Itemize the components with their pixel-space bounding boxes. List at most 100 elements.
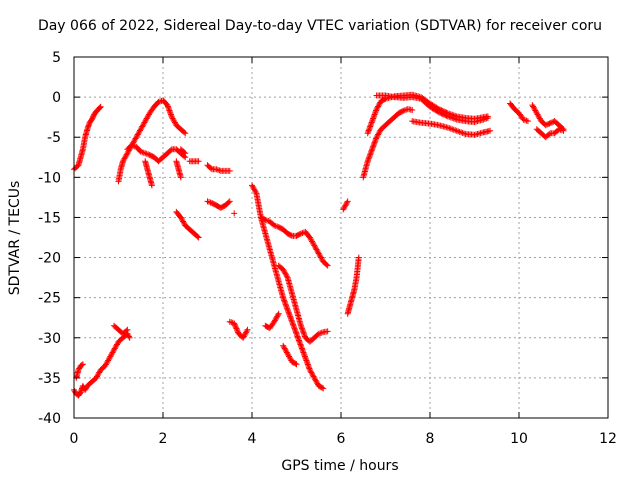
y-tick-label: -40 (38, 411, 61, 427)
data-point-marker (444, 113, 451, 120)
data-point-marker (144, 114, 151, 121)
data-point-marker (251, 187, 258, 194)
series-arc-18 (262, 310, 282, 332)
data-point-marker (307, 368, 314, 375)
data-point-marker (214, 166, 221, 173)
data-point-marker (181, 129, 188, 136)
data-point-marker (148, 182, 155, 189)
data-point-marker (283, 349, 290, 356)
data-point-marker (284, 350, 291, 357)
data-point-marker (452, 127, 459, 134)
data-point-marker (131, 138, 138, 145)
data-point-marker (342, 202, 349, 209)
data-point-marker (225, 199, 232, 206)
data-point-marker (128, 142, 135, 149)
y-tick-label: -35 (38, 371, 61, 387)
data-point-marker (240, 333, 247, 340)
data-point-marker (442, 112, 449, 119)
data-point-marker (226, 167, 233, 174)
data-point-marker (94, 372, 101, 379)
data-point-marker (240, 334, 247, 341)
data-point-marker (232, 322, 239, 329)
data-point-marker (340, 205, 347, 212)
data-point-marker (133, 134, 140, 141)
data-point-marker (113, 342, 120, 349)
data-point-marker (309, 372, 316, 379)
data-point-marker (103, 360, 110, 367)
data-point-marker (283, 348, 290, 355)
data-point-marker (461, 130, 468, 137)
series-arc-10 (173, 208, 202, 241)
data-point-marker (280, 266, 287, 273)
data-point-marker (233, 325, 240, 332)
series-arc-26 (409, 118, 494, 138)
data-point-marker (543, 121, 550, 128)
data-point-marker (531, 106, 538, 113)
series-arc-3 (73, 361, 86, 381)
data-point-marker (317, 330, 324, 337)
series-arc-22 (344, 254, 362, 317)
data-point-marker (456, 128, 463, 135)
series-arc-9 (177, 146, 189, 157)
series-arc-5 (115, 97, 189, 185)
data-point-marker (140, 120, 147, 127)
grid-lines (74, 57, 608, 418)
data-point-marker (281, 345, 288, 352)
data-point-marker (443, 112, 450, 119)
series-arc-7 (142, 158, 155, 189)
data-point-marker (104, 358, 111, 365)
y-tick-label: -20 (38, 251, 61, 267)
data-point-marker (97, 103, 104, 110)
data-point-marker (114, 341, 121, 348)
series-arc-4 (111, 322, 131, 337)
data-point-marker (344, 198, 351, 205)
data-point-marker (262, 216, 269, 223)
data-point-marker (313, 378, 320, 385)
data-point-marker (529, 102, 536, 109)
data-point-marker (205, 198, 212, 205)
data-point-marker (93, 374, 100, 381)
data-point-marker (241, 332, 248, 339)
y-tick-label: -25 (38, 291, 61, 307)
data-point-marker (444, 124, 451, 131)
data-point-marker (234, 328, 241, 335)
x-tick-label: 12 (599, 431, 617, 447)
data-point-marker (122, 152, 129, 159)
data-point-marker (343, 199, 350, 206)
series-arc-12 (204, 162, 233, 174)
data-point-marker (297, 230, 304, 237)
data-point-marker (282, 346, 289, 353)
data-point-marker (108, 352, 115, 359)
data-point-marker (286, 353, 293, 360)
series-arc-23 (360, 106, 416, 181)
data-point-marker (274, 313, 281, 320)
data-point-marker (137, 148, 144, 155)
data-point-marker (375, 130, 382, 137)
data-point-marker (182, 150, 189, 157)
data-point-marker (315, 250, 322, 257)
data-point-marker (282, 270, 289, 277)
data-point-marker (232, 324, 239, 331)
data-point-marker (169, 115, 176, 122)
data-point-marker (447, 125, 454, 132)
data-point-marker (312, 377, 319, 384)
data-point-marker (274, 223, 281, 230)
data-point-marker (546, 120, 553, 127)
data-point-marker (310, 373, 317, 380)
data-point-marker (437, 109, 444, 116)
series-arc-20 (280, 342, 300, 368)
data-point-marker (139, 122, 146, 129)
data-point-marker (312, 245, 319, 252)
series-arc-14 (231, 210, 238, 217)
series-arc-6 (124, 142, 189, 165)
data-point-marker (438, 110, 445, 117)
data-point-marker (131, 136, 138, 143)
data-point-marker (452, 116, 459, 123)
data-point-marker (556, 126, 563, 133)
data-point-marker (545, 121, 552, 128)
series-arc-8 (173, 158, 184, 181)
data-point-marker (125, 333, 132, 340)
series-arc-13 (204, 198, 233, 211)
data-point-marker (138, 124, 145, 131)
